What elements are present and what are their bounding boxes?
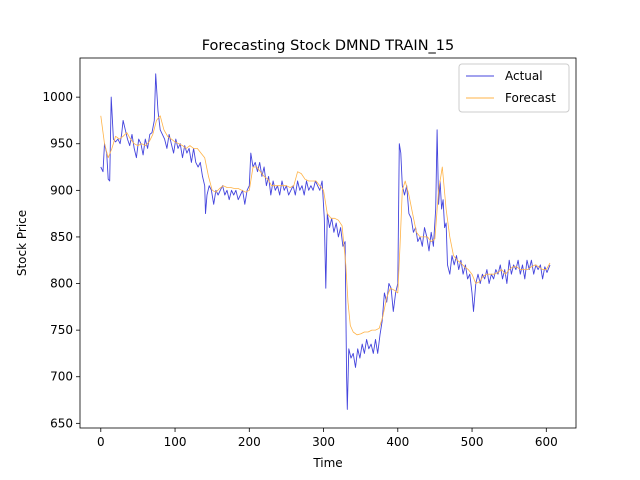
chart-title: Forecasting Stock DMND TRAIN_15 xyxy=(202,38,455,54)
y-tick-label: 750 xyxy=(50,323,73,337)
x-tick-label: 400 xyxy=(386,435,409,449)
legend-label-actual: Actual xyxy=(505,69,543,83)
x-tick-label: 100 xyxy=(164,435,187,449)
y-tick-label: 650 xyxy=(50,416,73,430)
y-tick-label: 900 xyxy=(50,183,73,197)
y-tick-label: 800 xyxy=(50,277,73,291)
legend-label-forecast: Forecast xyxy=(505,91,556,105)
axes-layer: 0 100 200 300 400 500 600 650 700 750 800 850 900 950… xyxy=(42,90,557,449)
x-tick-label: 200 xyxy=(238,435,261,449)
y-tick-label: 1000 xyxy=(42,90,73,104)
plot-frame xyxy=(79,57,577,429)
y-tick-label: 950 xyxy=(50,137,73,151)
legend: Actual Forecast xyxy=(458,63,570,113)
series-layer xyxy=(100,73,551,410)
y-tick-label: 700 xyxy=(50,370,73,384)
series-line-forecast xyxy=(100,115,551,336)
series-line-actual xyxy=(100,73,551,410)
x-tick-label: 300 xyxy=(312,435,335,449)
x-axis-title: Time xyxy=(312,456,342,470)
y-tick-label: 850 xyxy=(50,230,73,244)
x-tick-label: 600 xyxy=(535,435,558,449)
x-tick-label: 0 xyxy=(97,435,105,449)
x-tick-label: 500 xyxy=(461,435,484,449)
y-axis-title: Stock Price xyxy=(15,210,29,276)
